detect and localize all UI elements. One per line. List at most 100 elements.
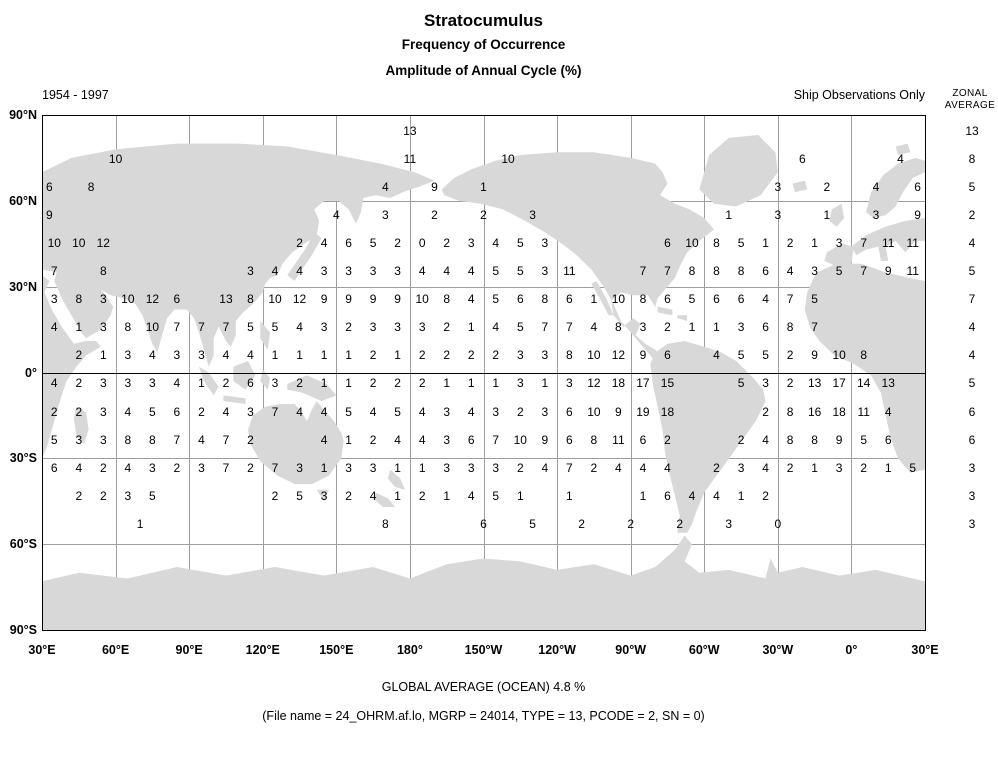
grid-value: 6 <box>639 432 647 447</box>
grid-value: 2 <box>369 348 377 363</box>
grid-value: 7 <box>271 404 279 419</box>
land-new-zealand-south <box>373 492 396 507</box>
grid-value: 2 <box>418 376 426 391</box>
grid-value: 4 <box>296 320 303 335</box>
grid-value: 3 <box>418 320 426 335</box>
grid-value: 13 <box>403 123 417 138</box>
grid-value: 3 <box>467 235 475 250</box>
grid-value: 6 <box>664 235 671 250</box>
grid-value: 3 <box>124 348 132 363</box>
grid-value: 2 <box>676 516 684 531</box>
grid-value: 7 <box>664 264 671 278</box>
zonal-average-value: 3 <box>968 488 976 503</box>
lon-tick-label: 30°W <box>762 643 794 657</box>
grid-value: 4 <box>173 376 181 391</box>
grid-value: 7 <box>271 460 279 475</box>
grid-value: 5 <box>860 432 868 447</box>
grid-value: 7 <box>541 320 549 335</box>
grid-value: 7 <box>222 460 230 475</box>
grid-value: 10 <box>685 235 699 250</box>
lon-tick-label: 60°E <box>101 643 130 657</box>
grid-value: 6 <box>713 292 720 307</box>
grid-value: 3 <box>369 320 377 335</box>
grid-value: 10 <box>415 292 429 307</box>
grid-value: 6 <box>566 404 573 419</box>
grid-value: 4 <box>369 488 377 503</box>
grid-value: 4 <box>296 264 303 278</box>
grid-value: 10 <box>587 404 601 419</box>
grid-value: 2 <box>492 348 500 363</box>
land-europe <box>851 218 925 261</box>
grid-value: 1 <box>99 348 107 363</box>
grid-value: 2 <box>198 404 205 419</box>
grid-value: 13 <box>219 292 233 307</box>
grid-value: 4 <box>50 320 58 335</box>
grid-value: 3 <box>541 348 549 363</box>
grid-value: 1 <box>443 488 451 503</box>
grid-value: 4 <box>418 404 426 419</box>
zonal-average-value: 6 <box>968 404 976 419</box>
grid-value: 3 <box>247 264 254 278</box>
grid-value: 4 <box>247 348 254 363</box>
grid-value: 3 <box>774 179 782 194</box>
grid-value: 1 <box>737 488 745 503</box>
land-madagascar <box>73 406 89 445</box>
world-map <box>42 135 925 630</box>
grid-value: 4 <box>369 404 377 419</box>
lon-tick-label: 180° <box>396 643 423 657</box>
grid-value: 5 <box>737 376 745 391</box>
grid-value: 2 <box>516 460 524 475</box>
grid-value: 6 <box>737 292 745 307</box>
grid-value: 2 <box>418 488 426 503</box>
grid-value: 2 <box>762 404 769 419</box>
grid-value: 7 <box>639 264 647 278</box>
grid-value: 3 <box>320 488 328 503</box>
grid-value: 2 <box>394 376 401 391</box>
grid-value: 2 <box>296 235 303 250</box>
grid-value: 2 <box>467 348 475 363</box>
grid-value: 4 <box>688 488 696 503</box>
lat-tick-label: 90°S <box>9 623 37 637</box>
grid-value: 2 <box>786 460 794 475</box>
grid-value: 9 <box>639 348 647 363</box>
grid-value: 2 <box>369 432 377 447</box>
grid-value: 7 <box>222 432 230 447</box>
land-scandinavia <box>866 157 925 218</box>
grid-value: 8 <box>590 432 598 447</box>
grid-value: 13 <box>807 376 822 391</box>
grid-value: 1 <box>443 376 451 391</box>
grid-value: 1 <box>271 348 279 363</box>
grid-value: 5 <box>271 320 279 335</box>
grid-value: 3 <box>124 376 132 391</box>
grid-value: 5 <box>394 404 401 419</box>
grid-value: 0 <box>418 235 426 250</box>
grid-value: 6 <box>247 376 254 391</box>
lat-tick-label: 30°S <box>9 451 37 466</box>
lon-tick-label: 90°W <box>615 643 647 657</box>
grid-value: 8 <box>615 320 622 335</box>
grid-value: 5 <box>688 292 696 307</box>
page-subtitle-2: Amplitude of Annual Cycle (%) <box>385 63 582 78</box>
plot-frame <box>42 115 926 631</box>
grid-value: 9 <box>884 264 892 278</box>
zonal-average-value: 3 <box>968 516 976 531</box>
grid-value: 1 <box>345 376 352 391</box>
grid-value: 4 <box>222 348 230 363</box>
grid-value: 1 <box>492 376 500 391</box>
grid-value: 4 <box>872 179 880 194</box>
grid-value: 2 <box>860 460 868 475</box>
grid-value: 4 <box>443 264 451 278</box>
grid-value: 9 <box>615 404 622 419</box>
grid-value: 2 <box>345 488 352 503</box>
grid-value: 8 <box>87 179 95 194</box>
grid-value: 6 <box>467 432 475 447</box>
grid-value: 3 <box>492 404 500 419</box>
grid-value: 3 <box>99 404 107 419</box>
grid-value: 9 <box>811 348 818 363</box>
grid-value: 4 <box>320 432 328 447</box>
grid-value: 2 <box>173 460 181 475</box>
file-info-label: (File name = 24_OHRM.af.lo, MGRP = 24014… <box>262 709 705 723</box>
grid-value: 5 <box>149 488 156 503</box>
grid-value: 2 <box>664 320 671 335</box>
grid-value: 6 <box>566 292 573 307</box>
